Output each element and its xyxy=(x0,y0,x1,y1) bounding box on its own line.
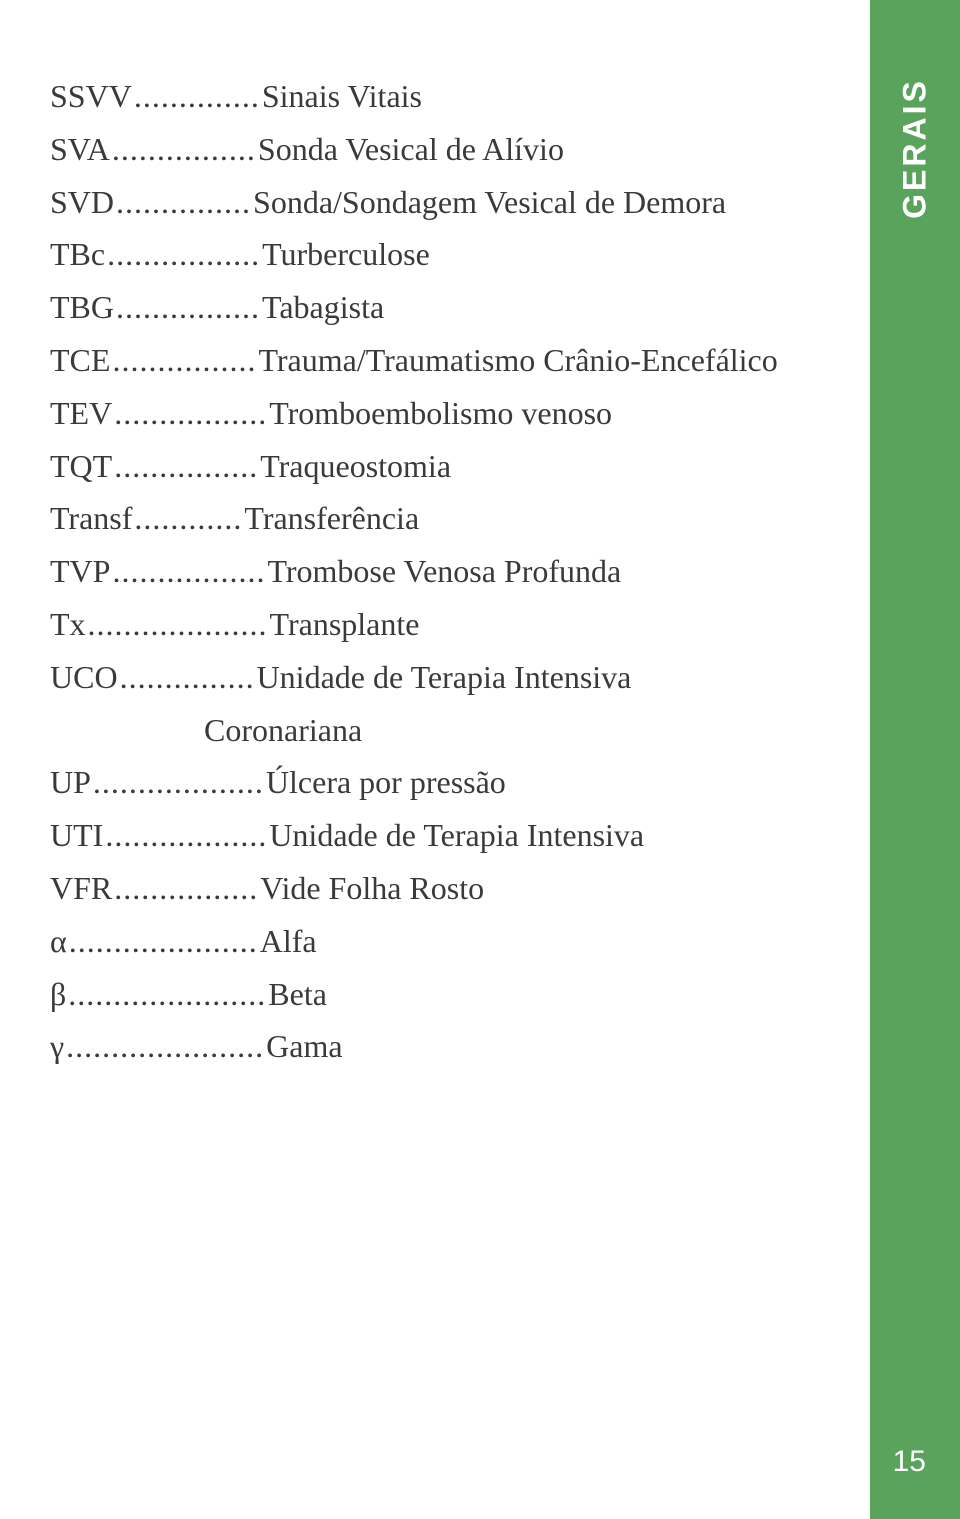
entry-dots: ................ xyxy=(114,862,258,915)
entry-abbr: TQT xyxy=(50,440,112,493)
entry-abbr: UP xyxy=(50,756,91,809)
entry-definition: Beta xyxy=(268,968,327,1021)
entry-definition: Tabagista xyxy=(262,281,384,334)
glossary-entry: SVD............... Sonda/Sondagem Vesica… xyxy=(50,176,820,229)
entry-abbr: UTI xyxy=(50,809,103,862)
entry-definition: Vide Folha Rosto xyxy=(260,862,484,915)
entry-dots: ............ xyxy=(134,492,242,545)
entry-dots: .............. xyxy=(134,70,260,123)
entry-abbr: SVD xyxy=(50,176,114,229)
entry-dots: ................ xyxy=(112,334,256,387)
glossary-entry: TVP................. Trombose Venosa Pro… xyxy=(50,545,820,598)
entry-dots: ..................... xyxy=(69,915,258,968)
glossary-entry: UTI.................. Unidade de Terapia… xyxy=(50,809,820,862)
section-tab-label: GERAIS xyxy=(897,78,934,219)
entry-dots: ............... xyxy=(120,651,255,704)
entry-dots: ................. xyxy=(114,387,267,440)
entry-abbr: TBc xyxy=(50,228,105,281)
glossary-entry: γ...................... Gama xyxy=(50,1020,820,1073)
section-tab: GERAIS xyxy=(870,0,960,1519)
glossary-entry: TBc................. Turberculose xyxy=(50,228,820,281)
entry-definition: Sinais Vitais xyxy=(262,70,422,123)
glossary-entry: VFR................ Vide Folha Rosto xyxy=(50,862,820,915)
entry-definition: Tromboembolismo venoso xyxy=(269,387,612,440)
glossary-entry: TBG................ Tabagista xyxy=(50,281,820,334)
glossary-entry: α..................... Alfa xyxy=(50,915,820,968)
entry-dots: .................... xyxy=(88,598,268,651)
entry-abbr: TBG xyxy=(50,281,114,334)
entry-definition: Trombose Venosa Profunda xyxy=(267,545,621,598)
entry-definition: Turberculose xyxy=(262,228,430,281)
entry-definition: Alfa xyxy=(260,915,317,968)
glossary-entry: TEV................. Tromboembolismo ven… xyxy=(50,387,820,440)
entry-dots: ...................... xyxy=(68,968,266,1021)
entry-definition: Úlcera por pressão xyxy=(266,756,506,809)
entry-abbr: α xyxy=(50,915,67,968)
glossary-entry: SVA................ Sonda Vesical de Alí… xyxy=(50,123,820,176)
glossary-entry: Coronariana xyxy=(50,704,820,757)
glossary-entry: SSVV.............. Sinais Vitais xyxy=(50,70,820,123)
entry-dots: ................. xyxy=(112,545,265,598)
entry-abbr: Tx xyxy=(50,598,86,651)
entry-dots: ................ xyxy=(112,123,256,176)
glossary-entry: TQT................ Traqueostomia xyxy=(50,440,820,493)
page-number: 15 xyxy=(893,1445,926,1479)
entry-abbr: TEV xyxy=(50,387,112,440)
glossary-entry: TCE................ Trauma/Traumatismo C… xyxy=(50,334,820,387)
entry-abbr: VFR xyxy=(50,862,112,915)
entry-abbr: Transf xyxy=(50,492,132,545)
entry-definition: Unidade de Terapia Intensiva xyxy=(257,651,632,704)
entry-abbr: UCO xyxy=(50,651,118,704)
glossary-entry: β...................... Beta xyxy=(50,968,820,1021)
entry-definition: Transferência xyxy=(244,492,419,545)
entry-definition: Gama xyxy=(266,1020,342,1073)
entry-definition: Unidade de Terapia Intensiva xyxy=(269,809,644,862)
entry-definition: Sonda/Sondagem Vesical de Demora xyxy=(253,176,726,229)
glossary-list: SSVV.............. Sinais VitaisSVA.....… xyxy=(50,70,820,1073)
entry-dots: ................... xyxy=(93,756,264,809)
glossary-entry: Tx.................... Transplante xyxy=(50,598,820,651)
entry-dots: ................ xyxy=(114,440,258,493)
entry-dots: ............... xyxy=(116,176,251,229)
entry-abbr: γ xyxy=(50,1020,64,1073)
entry-abbr: TCE xyxy=(50,334,110,387)
glossary-entry: UP................... Úlcera por pressão xyxy=(50,756,820,809)
entry-definition: Coronariana xyxy=(204,704,362,757)
entry-definition: Sonda Vesical de Alívio xyxy=(258,123,564,176)
entry-dots: .................. xyxy=(105,809,267,862)
entry-dots: ................ xyxy=(116,281,260,334)
entry-abbr: SSVV xyxy=(50,70,132,123)
glossary-entry: Transf............ Transferência xyxy=(50,492,820,545)
entry-definition: Traqueostomia xyxy=(260,440,451,493)
entry-abbr: SVA xyxy=(50,123,110,176)
entry-abbr: TVP xyxy=(50,545,110,598)
glossary-entry: UCO............... Unidade de Terapia In… xyxy=(50,651,820,704)
entry-dots: ...................... xyxy=(66,1020,264,1073)
entry-definition: Trauma/Traumatismo Crânio-Encefálico xyxy=(258,334,777,387)
entry-dots: ................. xyxy=(107,228,260,281)
entry-abbr: β xyxy=(50,968,66,1021)
entry-definition: Transplante xyxy=(270,598,420,651)
